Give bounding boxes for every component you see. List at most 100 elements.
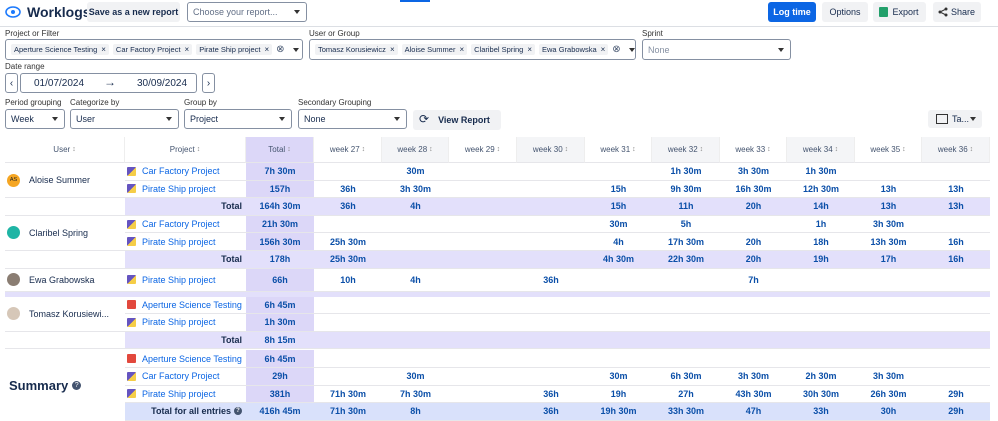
week-cell (449, 385, 517, 404)
filter-chip[interactable]: Pirate Ship project (196, 44, 273, 55)
column-header[interactable]: User (5, 137, 125, 163)
log-time-button[interactable]: Log time (768, 2, 816, 22)
project-cell[interactable]: Car Factory Project (125, 216, 246, 234)
column-header[interactable]: week 28 (382, 137, 449, 163)
refresh-icon: ⟳ (419, 112, 430, 126)
column-header[interactable]: week 36 (922, 137, 990, 163)
secondary-select[interactable]: None (298, 109, 407, 129)
project-cell[interactable]: Car Factory Project (125, 368, 246, 386)
prev-period[interactable]: ‹ (5, 73, 18, 93)
project-cell[interactable]: Pirate Ship project (125, 314, 246, 332)
project-link[interactable]: Pirate Ship project (142, 388, 216, 399)
project-link[interactable]: Pirate Ship project (142, 236, 216, 247)
week-cell: 19h (585, 385, 652, 404)
project-cell[interactable]: Aperture Science Testing (125, 350, 246, 368)
week-cell (314, 314, 382, 332)
total-label-text: Total (221, 201, 242, 212)
period-select[interactable]: Week (5, 109, 65, 129)
week-cell (449, 233, 517, 251)
help-icon[interactable]: ? (234, 407, 242, 416)
filter-label: Sprint (642, 29, 663, 38)
filter-chip[interactable]: Claribel Spring (471, 44, 536, 55)
week-cell: 19h (787, 251, 855, 269)
column-header[interactable]: week 33 (720, 137, 787, 163)
group-select[interactable]: Project (184, 109, 292, 129)
filter-chip[interactable]: Aloise Summer (401, 44, 468, 55)
week-cell: 30h (855, 403, 922, 421)
week-cell (517, 251, 585, 269)
project-link[interactable]: Pirate Ship project (142, 183, 216, 194)
date-range[interactable] (20, 73, 197, 93)
filter-chip[interactable]: Car Factory Project (112, 44, 193, 55)
sprint-select[interactable]: None (642, 39, 791, 60)
filter-chip[interactable]: Aperture Science Testing (11, 44, 109, 55)
project-link[interactable]: Car Factory Project (142, 219, 220, 230)
week-cell: 15h (585, 180, 652, 199)
view-toggle[interactable]: Ta... (928, 110, 982, 128)
dropdown-icon[interactable] (292, 47, 299, 52)
project-cell[interactable]: Aperture Science Testing (125, 297, 246, 315)
week-cell (449, 251, 517, 269)
week-cell (585, 331, 652, 350)
column-header[interactable]: Total (246, 137, 314, 163)
project-link[interactable]: Car Factory Project (142, 371, 220, 382)
report-select[interactable]: Choose your report... (187, 2, 307, 22)
share-button[interactable]: Share (933, 2, 981, 22)
project-cell[interactable]: Pirate Ship project (125, 386, 246, 404)
user-name: Ewa Grabowska (29, 274, 95, 285)
grouping-label: Secondary Grouping (298, 98, 372, 107)
column-header[interactable]: week 27 (314, 137, 382, 163)
week-cell (787, 350, 855, 368)
avatar (7, 226, 20, 240)
help-icon[interactable]: ? (72, 381, 82, 391)
total-label-text: Total (221, 254, 242, 265)
week-cell (449, 368, 517, 386)
clear-icon[interactable]: ⊗ (612, 44, 621, 55)
save-report-button[interactable]: Save as a new report (87, 2, 180, 22)
project-cell[interactable]: Pirate Ship project (125, 181, 246, 199)
project-link[interactable]: Pirate Ship project (142, 317, 216, 328)
options-button[interactable]: Options (822, 2, 868, 22)
project-cell[interactable]: Pirate Ship project (125, 233, 246, 251)
week-cell: 33h 30m (652, 403, 720, 421)
view-report-button[interactable]: View Report (413, 110, 501, 130)
project-cell[interactable]: Pirate Ship project (125, 269, 246, 292)
week-cell: 26h 30m (855, 385, 922, 404)
summary-title: Summary (9, 378, 69, 394)
categorize-select[interactable]: User (70, 109, 179, 129)
column-header[interactable]: week 30 (517, 137, 585, 163)
project-link[interactable]: Car Factory Project (142, 166, 220, 177)
week-cell: 22h 30m (652, 251, 720, 269)
week-cell (517, 331, 585, 350)
column-header[interactable]: week 31 (585, 137, 652, 163)
week-cell (517, 215, 585, 234)
filter-chip[interactable]: Ewa Grabowska (539, 44, 609, 55)
total-band (5, 291, 990, 297)
user-filter[interactable]: Tomasz KorusiewiczAloise SummerClaribel … (309, 39, 636, 60)
week-cell (855, 350, 922, 368)
week-cell (449, 180, 517, 199)
week-cell: 11h (652, 198, 720, 216)
project-link[interactable]: Pirate Ship project (142, 274, 216, 285)
next-period[interactable]: › (202, 73, 215, 93)
column-header[interactable]: Project (125, 137, 246, 163)
project-link[interactable]: Aperture Science Testing (142, 353, 242, 364)
filter-chip[interactable]: Tomasz Korusiewicz (315, 44, 398, 55)
week-cell: 3h 30m (382, 180, 449, 199)
week-cell: 29h (922, 385, 990, 404)
project-link[interactable]: Aperture Science Testing (142, 299, 242, 310)
column-header[interactable]: week 32 (652, 137, 720, 163)
column-header[interactable]: week 35 (855, 137, 922, 163)
column-header[interactable]: week 29 (449, 137, 517, 163)
week-cell (517, 198, 585, 216)
project-cell[interactable]: Car Factory Project (125, 163, 246, 181)
week-cell (585, 268, 652, 292)
week-cell: 13h (922, 180, 990, 199)
week-cell (585, 314, 652, 332)
total-cell: 21h 30m (246, 215, 314, 234)
project-filter[interactable]: Aperture Science TestingCar Factory Proj… (5, 39, 303, 60)
export-icon (879, 7, 888, 17)
column-header[interactable]: week 34 (787, 137, 855, 163)
clear-icon[interactable]: ⊗ (276, 44, 285, 55)
dropdown-icon[interactable] (628, 47, 635, 52)
